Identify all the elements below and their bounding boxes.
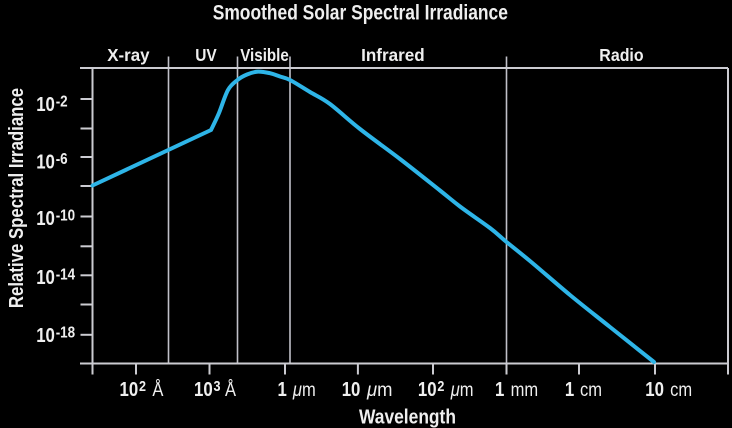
svg-text:cm: cm <box>670 379 692 400</box>
svg-text:Å: Å <box>225 379 236 400</box>
svg-text:Radio: Radio <box>599 45 643 65</box>
svg-text:10-18: 10-18 <box>36 324 75 347</box>
svg-text:1: 1 <box>278 377 287 400</box>
svg-text:Smoothed Solar Spectral Irradi: Smoothed Solar Spectral Irradiance <box>213 2 508 25</box>
svg-text:10-14: 10-14 <box>36 266 76 289</box>
svg-text:X-ray: X-ray <box>107 45 150 66</box>
svg-text:1: 1 <box>495 377 504 400</box>
svg-text:10: 10 <box>342 377 361 400</box>
svg-text:10-2: 10-2 <box>36 92 67 115</box>
svg-text:μm: μm <box>450 379 474 400</box>
svg-text:Å: Å <box>152 379 163 400</box>
svg-text:Infrared: Infrared <box>361 45 425 66</box>
svg-text:μm: μm <box>292 379 316 400</box>
svg-text:Wavelength: Wavelength <box>359 405 456 427</box>
svg-text:1: 1 <box>565 377 574 400</box>
svg-text:μm: μm <box>366 379 392 400</box>
svg-text:10-10: 10-10 <box>36 206 75 229</box>
svg-text:Visible: Visible <box>240 45 289 66</box>
svg-text:Relative Spectral Irradiance: Relative Spectral Irradiance <box>5 88 28 308</box>
svg-text:10: 10 <box>645 377 664 400</box>
svg-text:mm: mm <box>511 379 539 400</box>
svg-text:10-6: 10-6 <box>36 150 67 173</box>
svg-text:cm: cm <box>580 379 602 400</box>
svg-text:UV: UV <box>195 45 217 65</box>
